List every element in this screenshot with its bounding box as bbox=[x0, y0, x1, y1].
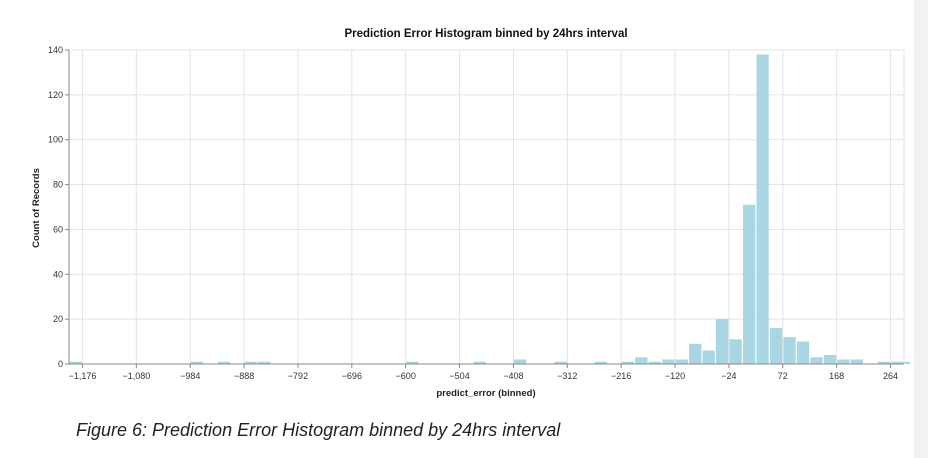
histogram-bar bbox=[810, 357, 823, 364]
y-tick-label: 140 bbox=[48, 45, 63, 55]
histogram-bar bbox=[217, 361, 231, 364]
x-tick-label: −888 bbox=[234, 371, 254, 381]
histogram-bar bbox=[514, 359, 527, 364]
histogram-bar bbox=[473, 361, 486, 364]
x-axis-title: predict_error (binned) bbox=[436, 388, 535, 399]
histogram-bar bbox=[648, 361, 661, 364]
histogram-bar bbox=[783, 337, 796, 364]
histogram-bar bbox=[742, 204, 756, 364]
histogram-bars bbox=[69, 54, 910, 364]
histogram-bar bbox=[69, 361, 82, 364]
histogram-bar bbox=[635, 357, 648, 364]
x-tick-label: 168 bbox=[829, 371, 844, 381]
histogram-bar bbox=[904, 361, 910, 364]
x-tick-label: 264 bbox=[883, 371, 898, 381]
histogram-bar bbox=[756, 54, 769, 364]
x-tick-label: −216 bbox=[611, 371, 631, 381]
histogram-bar bbox=[689, 343, 702, 364]
histogram-bar bbox=[190, 361, 204, 364]
grid-lines bbox=[69, 49, 905, 365]
x-tick-label: 72 bbox=[778, 371, 788, 381]
histogram-bar bbox=[621, 361, 635, 364]
y-tick-label: 20 bbox=[53, 314, 63, 324]
x-tick-label: −600 bbox=[396, 371, 416, 381]
y-tick-label: 100 bbox=[48, 135, 63, 145]
y-tick-label: 0 bbox=[58, 359, 63, 369]
y-tick-label: 120 bbox=[48, 90, 63, 100]
histogram-bar bbox=[837, 359, 850, 364]
x-tick-label: −984 bbox=[180, 371, 200, 381]
x-tick-label: −792 bbox=[288, 371, 308, 381]
histogram-bar bbox=[769, 328, 783, 364]
histogram-bar bbox=[662, 359, 675, 364]
x-tick-label: −1,176 bbox=[69, 371, 97, 381]
page-edge-strip bbox=[914, 0, 928, 458]
axes: 0 20 40 60 80 100 120 140 −1,176 −1,080 −984 −888 −7… bbox=[48, 45, 904, 381]
histogram-bar bbox=[406, 361, 419, 364]
x-tick-label: −120 bbox=[665, 371, 685, 381]
histogram-bar bbox=[244, 361, 257, 364]
histogram-bar bbox=[891, 361, 904, 364]
histogram-bar bbox=[850, 359, 863, 364]
x-tick-label: −24 bbox=[721, 371, 736, 381]
histogram-bar bbox=[716, 319, 729, 364]
x-tick-label: −696 bbox=[342, 371, 362, 381]
histogram-bar bbox=[675, 359, 688, 364]
histogram-bar bbox=[729, 339, 742, 364]
histogram-bar bbox=[877, 361, 890, 364]
histogram-bar bbox=[258, 361, 271, 364]
x-tick-label: −504 bbox=[449, 371, 469, 381]
x-tick-label: −408 bbox=[503, 371, 523, 381]
chart-title: Prediction Error Histogram binned by 24h… bbox=[344, 28, 627, 40]
histogram-chart: 0 20 40 60 80 100 120 140 −1,176 −1,080 −984 −888 −7… bbox=[31, 28, 910, 399]
histogram-bar bbox=[796, 341, 810, 364]
y-tick-label: 60 bbox=[53, 224, 63, 234]
y-axis-title: Count of Records bbox=[31, 168, 42, 248]
histogram-bar bbox=[554, 361, 567, 364]
y-tick-label: 80 bbox=[53, 180, 63, 190]
y-tick-label: 40 bbox=[53, 269, 63, 279]
figure-caption: Figure 6: Prediction Error Histogram bin… bbox=[76, 420, 561, 440]
x-tick-label: −1,080 bbox=[122, 371, 150, 381]
histogram-bar bbox=[823, 355, 837, 364]
x-tick-label: −312 bbox=[557, 371, 577, 381]
histogram-bar bbox=[702, 350, 715, 364]
histogram-bar bbox=[594, 361, 608, 364]
